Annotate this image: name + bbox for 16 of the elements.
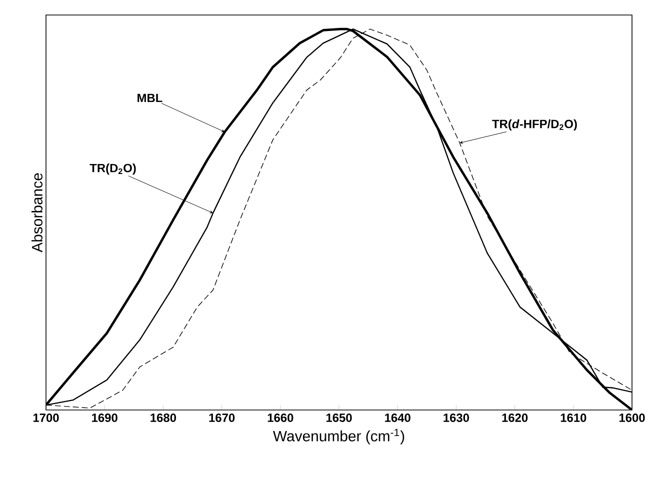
x-tick-label: 1620 [502,414,528,422]
text: TR(d-HFP/D$_{2}$O) [492,119,577,131]
x-tick-label: 1610 [560,414,586,422]
x-tick-label: 1680 [150,414,176,422]
text: TR(D$_{2}$O) [90,164,136,175]
x-tick-label: 1640 [385,414,410,422]
x-axis-title: Wavenumber (cm$^{-1}$) [272,428,404,444]
x-tick-label: 1670 [209,414,235,422]
x-tick-label: 1630 [444,414,469,422]
x-tick-label: 1660 [268,414,294,422]
x-tick-label: 1600 [619,414,645,422]
y-axis-title: Absorbance [32,173,42,252]
x-tick-label: 1690 [92,414,118,422]
x-tick-label: 1650 [326,414,352,422]
text: MBL [138,94,162,102]
x-tick-label: 1700 [33,414,59,422]
